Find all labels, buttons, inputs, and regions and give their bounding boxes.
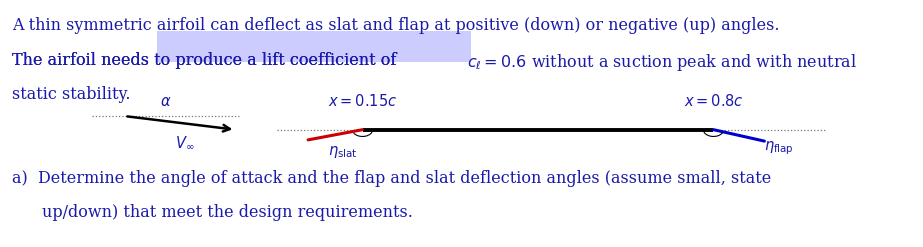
- Text: $\eta_\mathrm{flap}$: $\eta_\mathrm{flap}$: [764, 140, 794, 157]
- Text: static stability.: static stability.: [12, 86, 130, 103]
- Text: The airfoil needs to produce a lift coefficient of: The airfoil needs to produce a lift coef…: [12, 52, 402, 69]
- Text: $V_\infty$: $V_\infty$: [174, 134, 195, 150]
- Text: $x = 0.15c$: $x = 0.15c$: [328, 93, 397, 109]
- Text: The airfoil needs to produce a lift coefficient of: The airfoil needs to produce a lift coef…: [12, 52, 402, 69]
- Text: a)  Determine the angle of attack and the flap and slat deflection angles (assum: a) Determine the angle of attack and the…: [12, 170, 772, 187]
- Text: $\eta_\mathrm{slat}$: $\eta_\mathrm{slat}$: [329, 144, 358, 161]
- Text: $c_\ell = 0.6$ without a suction peak and with neutral: $c_\ell = 0.6$ without a suction peak an…: [467, 52, 857, 73]
- Text: A thin symmetric airfoil can deflect as slat and flap at positive (down) or nega: A thin symmetric airfoil can deflect as …: [12, 17, 780, 34]
- Text: $\alpha$: $\alpha$: [161, 95, 172, 109]
- Text: $x = 0.8c$: $x = 0.8c$: [684, 93, 743, 109]
- Text: up/down) that meet the design requirements.: up/down) that meet the design requiremen…: [42, 204, 413, 221]
